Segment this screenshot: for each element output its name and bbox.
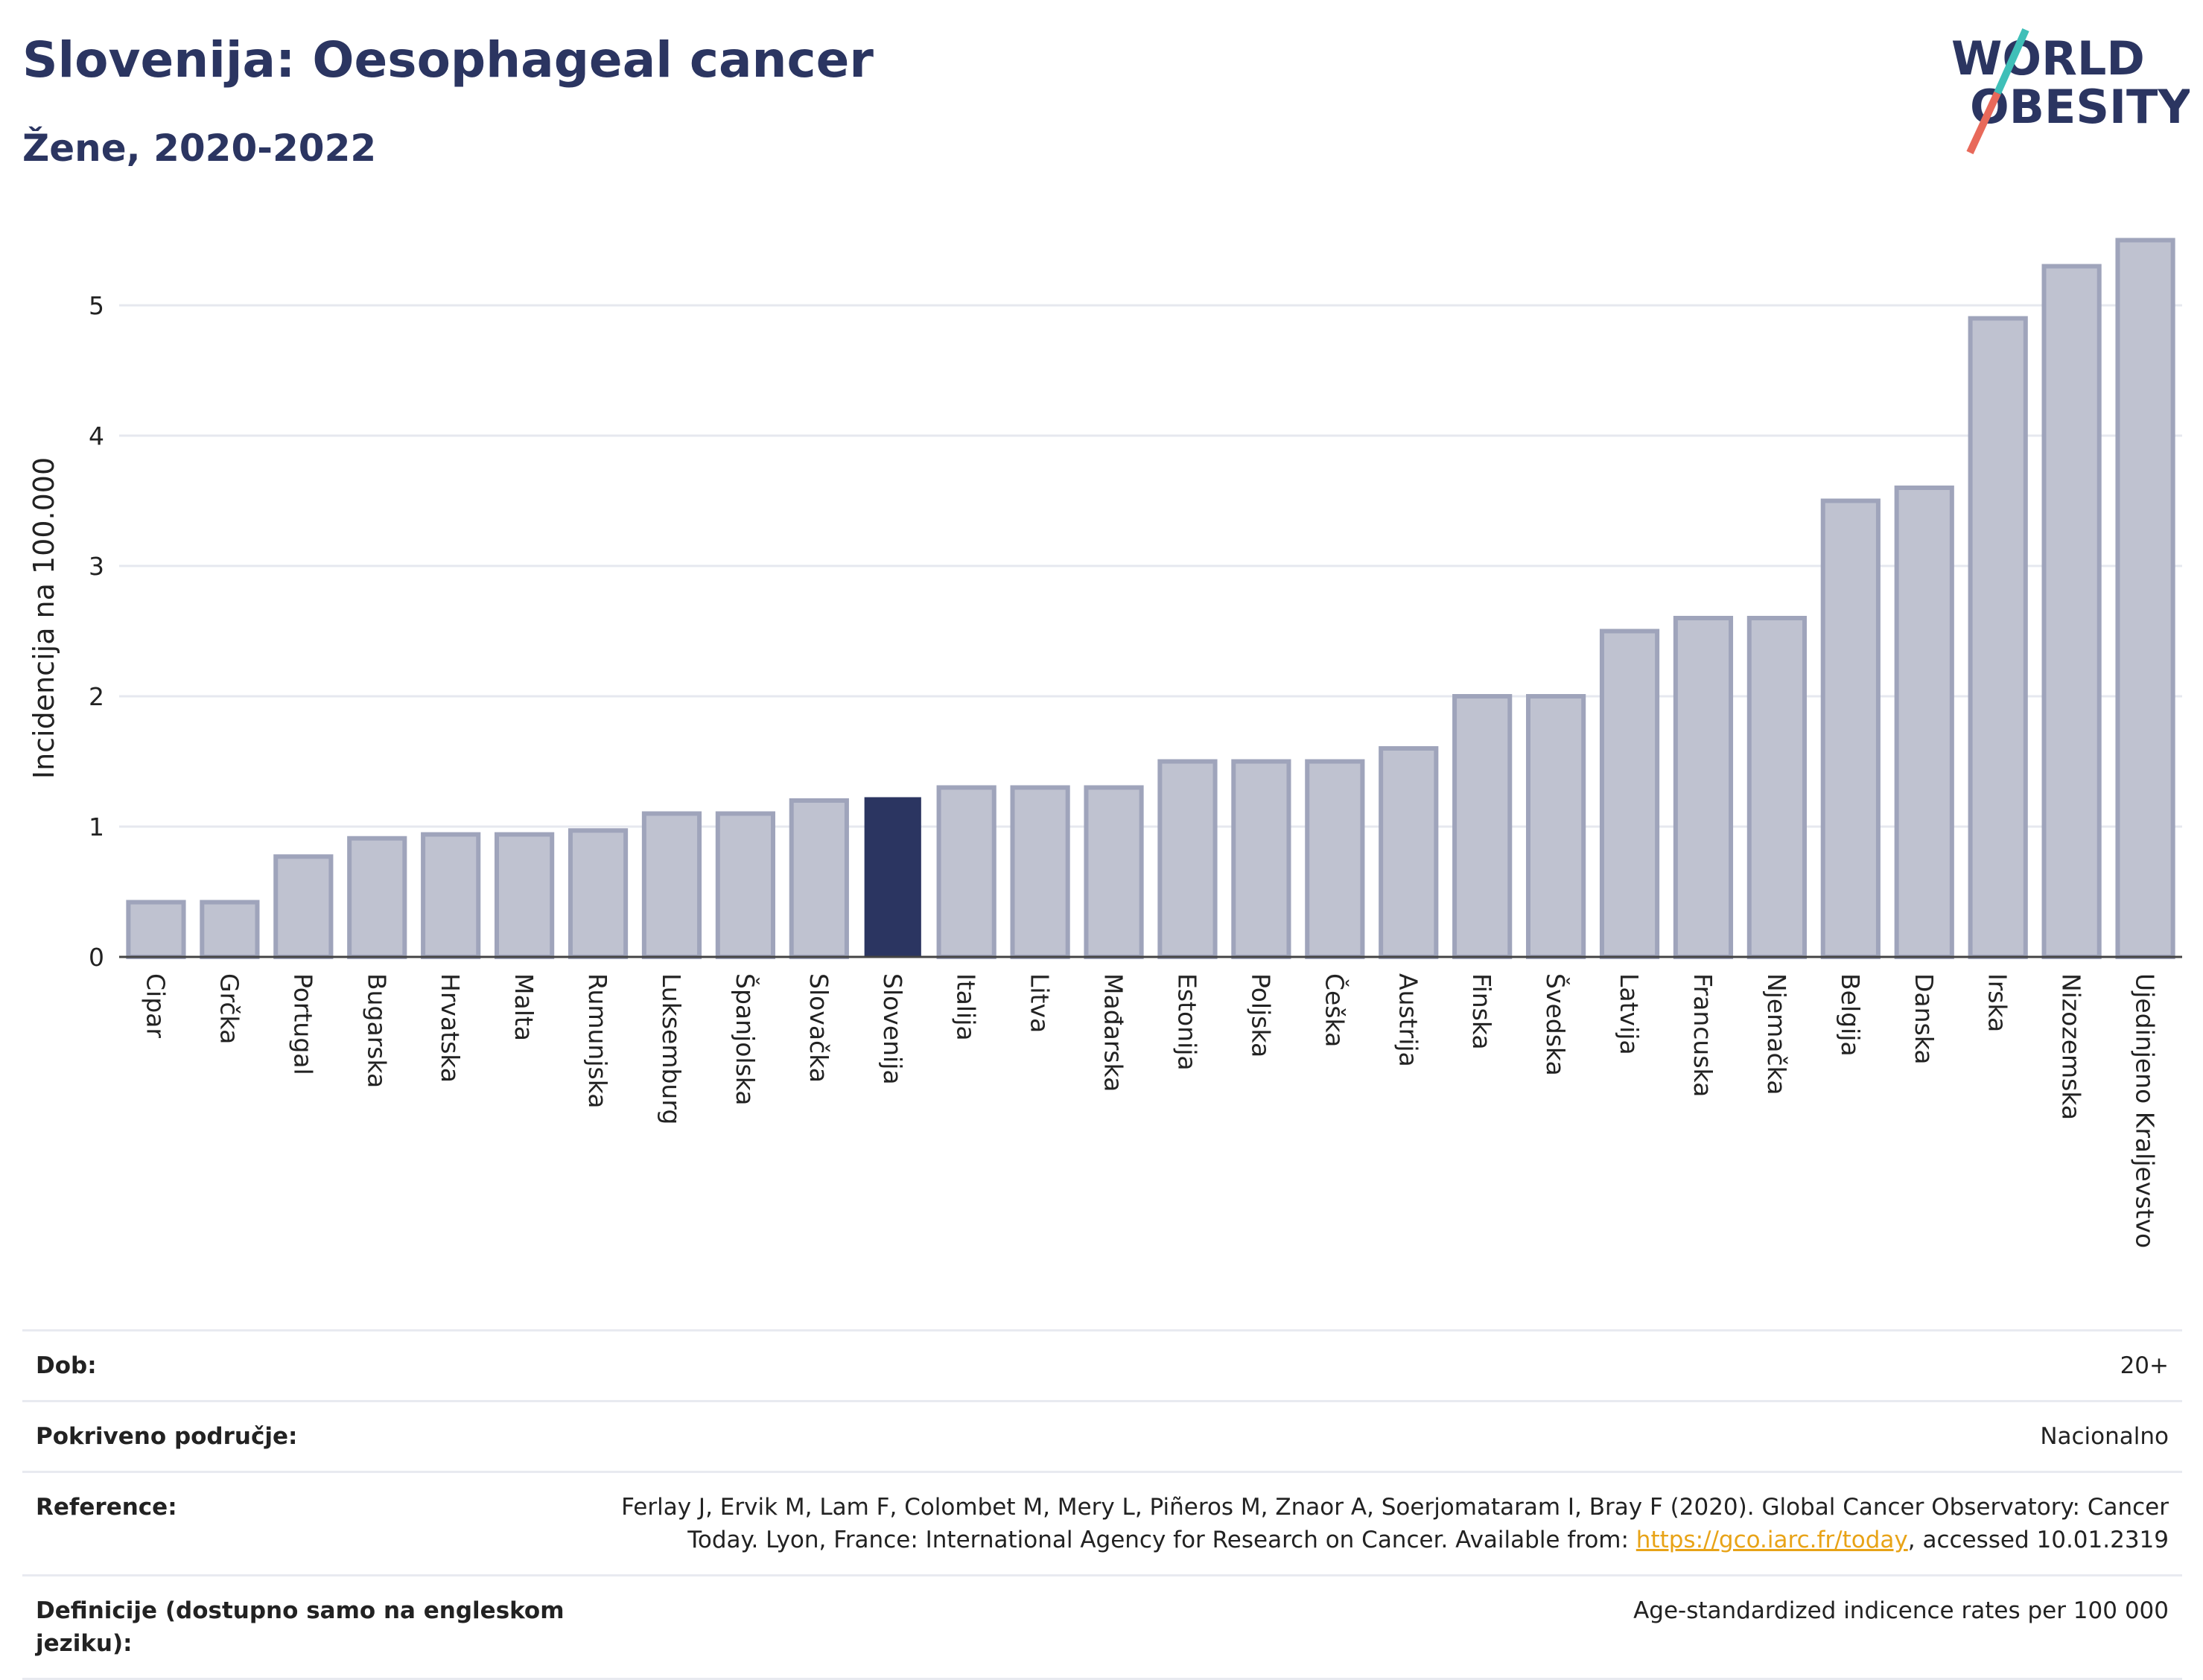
x-tick-label: Austrija — [1393, 973, 1422, 1067]
x-tick-label: Belgija — [1836, 973, 1865, 1057]
bar-default — [2115, 238, 2175, 959]
bar-default — [1894, 486, 1954, 959]
reference-accessed: , accessed 10.01.2319 — [1907, 1527, 2169, 1553]
bar-default — [641, 811, 702, 959]
info-label-age: Dob: — [36, 1352, 97, 1379]
y-tick-label: 2 — [89, 682, 104, 711]
x-tick-label: Malta — [509, 973, 538, 1041]
x-tick-label: Irska — [1983, 973, 2012, 1032]
bar-default — [347, 836, 407, 959]
x-tick-label: Finska — [1467, 973, 1496, 1050]
info-label-coverage: Pokriveno područje: — [36, 1423, 298, 1450]
x-tick-label: Mađarska — [1099, 973, 1128, 1092]
bar-default — [1084, 785, 1144, 959]
x-tick-label: Nizozemska — [2057, 973, 2086, 1120]
x-tick-label: Danska — [1910, 973, 1939, 1065]
bar-default — [273, 854, 334, 959]
bar-default — [1231, 759, 1291, 959]
bar-default — [1820, 498, 1881, 959]
x-tick-label: Njemačka — [1762, 973, 1791, 1095]
bar-default — [126, 900, 186, 959]
bar-default — [789, 798, 849, 959]
x-tick-label: Cipar — [141, 973, 170, 1038]
y-tick-label: 1 — [89, 812, 104, 841]
y-tick-label: 3 — [89, 552, 104, 581]
bar-default — [421, 832, 481, 959]
bar-default — [2041, 264, 2102, 959]
logo-line1: WORLD — [1951, 31, 2145, 86]
info-row-definitions: Definicije (dostupno samo na engleskom j… — [22, 1574, 2182, 1680]
info-row-age: Dob: 20+ — [22, 1329, 2182, 1400]
reference-link[interactable]: https://gco.iarc.fr/today — [1635, 1527, 1908, 1553]
info-table: Dob: 20+ Pokriveno područje: Nacionalno … — [22, 1329, 2182, 1680]
y-axis-title: Incidencija na 100.000 — [28, 457, 60, 779]
x-tick-label: Rumunjska — [583, 973, 612, 1108]
page-title: Slovenija: Oesophageal cancer — [22, 31, 874, 89]
page-subtitle: Žene, 2020-2022 — [22, 127, 377, 170]
logo-line2: OBESITY — [1970, 80, 2190, 134]
bar-default — [936, 785, 996, 959]
x-tick-label: Portugal — [288, 973, 317, 1075]
bar-highlight — [864, 797, 921, 958]
info-label-definitions: Definicije (dostupno samo na engleskom j… — [36, 1597, 565, 1657]
info-row-reference: Reference: Ferlay J, Ervik M, Lam F, Col… — [22, 1471, 2182, 1574]
y-tick-label: 5 — [89, 291, 104, 320]
reference-text: Ferlay J, Ervik M, Lam F, Colombet M, Me… — [621, 1494, 2169, 1553]
bar-default — [1673, 616, 1734, 959]
bar-default — [1526, 694, 1586, 959]
bar-default — [1010, 785, 1070, 959]
bar-default — [200, 900, 260, 959]
y-tick-label: 4 — [89, 421, 104, 451]
y-tick-label: 0 — [89, 943, 104, 972]
bar-default — [1746, 616, 1807, 959]
x-tick-label: Luksemburg — [657, 973, 686, 1124]
info-row-coverage: Pokriveno područje: Nacionalno — [22, 1400, 2182, 1471]
x-tick-label: Francuska — [1688, 973, 1717, 1097]
bar-default — [1968, 316, 2028, 959]
x-tick-label: Estonija — [1172, 973, 1201, 1071]
info-value-definitions: Age-standardized indicence rates per 100… — [1633, 1597, 2169, 1624]
x-tick-label: Litva — [1026, 973, 1055, 1033]
x-tick-label: Poljska — [1246, 973, 1275, 1057]
logo-slash-teal — [1994, 28, 2029, 95]
bar-default — [1157, 759, 1218, 959]
x-tick-label: Grčka — [214, 973, 244, 1044]
bar-default — [568, 828, 629, 959]
info-value-coverage: Nacionalno — [2040, 1423, 2169, 1450]
bar-default — [1599, 629, 1660, 959]
world-obesity-logo: WORLD OBESITY — [1951, 28, 2190, 155]
x-tick-label: Slovačka — [804, 973, 833, 1083]
x-tick-label: Bugarska — [362, 973, 391, 1088]
x-tick-label: Hrvatska — [436, 973, 465, 1083]
info-value-reference: Ferlay J, Ervik M, Lam F, Colombet M, Me… — [572, 1491, 2169, 1556]
x-tick-label: Slovenija — [878, 973, 907, 1085]
bar-default — [1379, 746, 1439, 959]
x-tick-label: Švedska — [1541, 973, 1571, 1076]
x-tick-label: Češka — [1320, 973, 1350, 1047]
info-label-reference: Reference: — [36, 1494, 177, 1521]
logo-slash-coral — [1966, 91, 2001, 155]
bar-default — [495, 832, 555, 959]
bar-chart: 0 1 2 3 4 5 Incidencija na 100.000 Cipar Grčka Po… — [28, 238, 2182, 1248]
info-value-age: 20+ — [2120, 1352, 2169, 1379]
bar-default — [715, 811, 775, 959]
x-tick-label: Latvija — [1615, 973, 1644, 1055]
x-tick-label: Španjolska — [731, 973, 760, 1106]
x-tick-label: Italija — [952, 973, 981, 1041]
bar-default — [1305, 759, 1365, 959]
x-tick-label: Ujedinjeno Kraljevstvo — [2131, 973, 2160, 1248]
bar-default — [1452, 694, 1513, 959]
